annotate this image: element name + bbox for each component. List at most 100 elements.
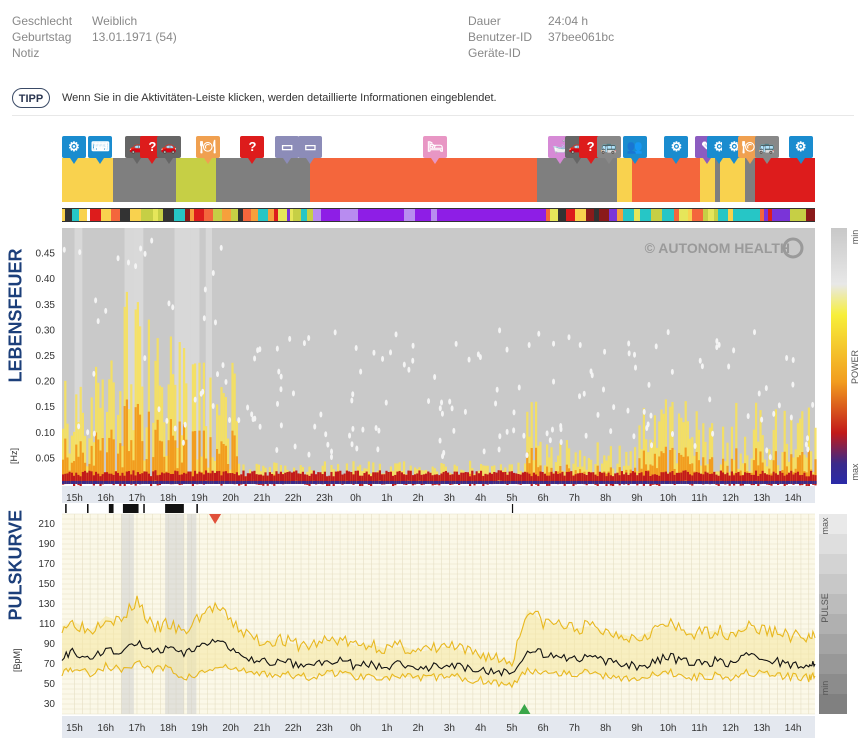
power-cell <box>315 474 318 485</box>
activity-segment[interactable] <box>215 158 311 202</box>
power-cell <box>695 451 698 484</box>
power-cell <box>231 480 234 484</box>
power-cell <box>557 480 560 484</box>
activity-segment[interactable] <box>714 158 721 202</box>
power-cell <box>759 410 762 484</box>
speckle <box>765 447 769 454</box>
question-icon[interactable]: ? <box>578 136 603 164</box>
activity-segment[interactable] <box>310 158 538 202</box>
power-cell <box>592 472 595 483</box>
power-cell <box>803 472 806 483</box>
power-cell <box>704 441 707 484</box>
power-cell <box>229 480 232 484</box>
activity-summary-strip[interactable] <box>62 208 815 222</box>
power-cell <box>671 401 674 484</box>
car-icon[interactable]: 🚗 <box>156 136 181 164</box>
power-cell <box>299 473 302 484</box>
activity-segment[interactable] <box>537 158 618 202</box>
x-tick-label: 2h <box>413 723 424 734</box>
bus-icon[interactable]: 🚌 <box>754 136 779 164</box>
power-cell <box>378 470 381 481</box>
power-cell <box>427 480 430 484</box>
activity-bar[interactable]: ⚙⌨🚗?🚗🍽?▭▭🛏🛁🚗?🚌👥⚙✎⚙⚙🍽🚌⚙ <box>62 132 816 224</box>
activity-segment[interactable] <box>632 158 701 202</box>
power-cell <box>132 430 135 484</box>
power-cell <box>796 471 799 482</box>
power-cell <box>614 473 617 484</box>
power-cell <box>739 453 742 484</box>
power-cell <box>220 475 223 486</box>
rest-icon[interactable]: ▭ <box>275 136 300 164</box>
power-cell <box>90 471 93 482</box>
duration-value: 24:04 h <box>548 14 589 28</box>
power-cell <box>449 480 452 484</box>
power-cell <box>88 470 91 482</box>
power-cell <box>484 480 487 484</box>
question-icon[interactable]: ? <box>240 136 265 164</box>
power-cell <box>631 471 634 482</box>
speckle <box>389 349 393 356</box>
pulse-scale-cell <box>819 674 847 694</box>
power-cell <box>504 480 507 484</box>
power-cell <box>70 435 73 484</box>
power-cell <box>484 473 487 485</box>
activity-segment[interactable] <box>62 158 114 202</box>
x-tick-label: 15h <box>66 493 83 504</box>
power-cell <box>790 480 793 484</box>
power-cell <box>473 475 476 486</box>
power-cell <box>73 461 76 484</box>
activity-segment[interactable] <box>720 158 746 202</box>
power-cell <box>796 480 799 484</box>
power-cell <box>108 437 111 484</box>
speckle <box>768 454 772 461</box>
keyboard-icon[interactable]: ⌨ <box>88 136 113 164</box>
meal-icon[interactable]: 🍽 <box>196 136 221 164</box>
activity-segment[interactable] <box>699 158 716 202</box>
power-cell <box>552 473 555 484</box>
rest-icon[interactable]: ▭ <box>298 136 323 164</box>
power-cell <box>689 464 692 484</box>
power-cell <box>757 465 760 484</box>
power-cell <box>282 474 285 485</box>
power-cell <box>678 413 681 484</box>
gear-head-icon[interactable]: ⚙ <box>664 136 689 164</box>
power-cell <box>216 471 219 482</box>
power-cell <box>238 463 241 484</box>
power-cell <box>242 470 245 481</box>
power-cell <box>667 473 670 484</box>
speckle <box>649 412 653 419</box>
gear-head-icon[interactable]: ⚙ <box>788 136 813 164</box>
speckle <box>552 340 556 347</box>
bed-icon[interactable]: 🛏 <box>423 136 448 164</box>
power-cell <box>801 411 804 484</box>
power-cell <box>790 416 793 484</box>
power-cell <box>763 459 766 484</box>
y-tick-label: 70 <box>44 659 56 670</box>
icon-pin-tip <box>283 158 292 164</box>
speckle <box>612 404 616 411</box>
power-cell <box>691 475 694 486</box>
power-cell <box>805 457 808 484</box>
power-cell <box>240 480 243 484</box>
summary-stripe <box>119 209 131 221</box>
gear-head-icon[interactable]: ⚙ <box>62 136 86 164</box>
power-cell <box>75 394 78 484</box>
power-cell <box>594 480 597 484</box>
activity-segment[interactable] <box>176 158 217 202</box>
activity-segment[interactable] <box>754 158 816 202</box>
power-cell <box>387 471 390 483</box>
power-cell <box>702 474 705 485</box>
power-cell <box>121 472 124 484</box>
power-cell <box>86 472 89 483</box>
activity-segment[interactable] <box>744 158 756 202</box>
bus-icon[interactable]: 🚌 <box>596 136 621 164</box>
power-cell <box>213 472 216 484</box>
power-cell <box>99 407 102 484</box>
activity-segment[interactable] <box>616 158 633 202</box>
power-cell <box>288 480 291 484</box>
activity-segment[interactable] <box>113 158 177 202</box>
power-cell <box>660 472 663 483</box>
meeting-icon[interactable]: 👥 <box>622 136 647 164</box>
power-cell <box>97 473 100 484</box>
speckle <box>193 396 197 403</box>
